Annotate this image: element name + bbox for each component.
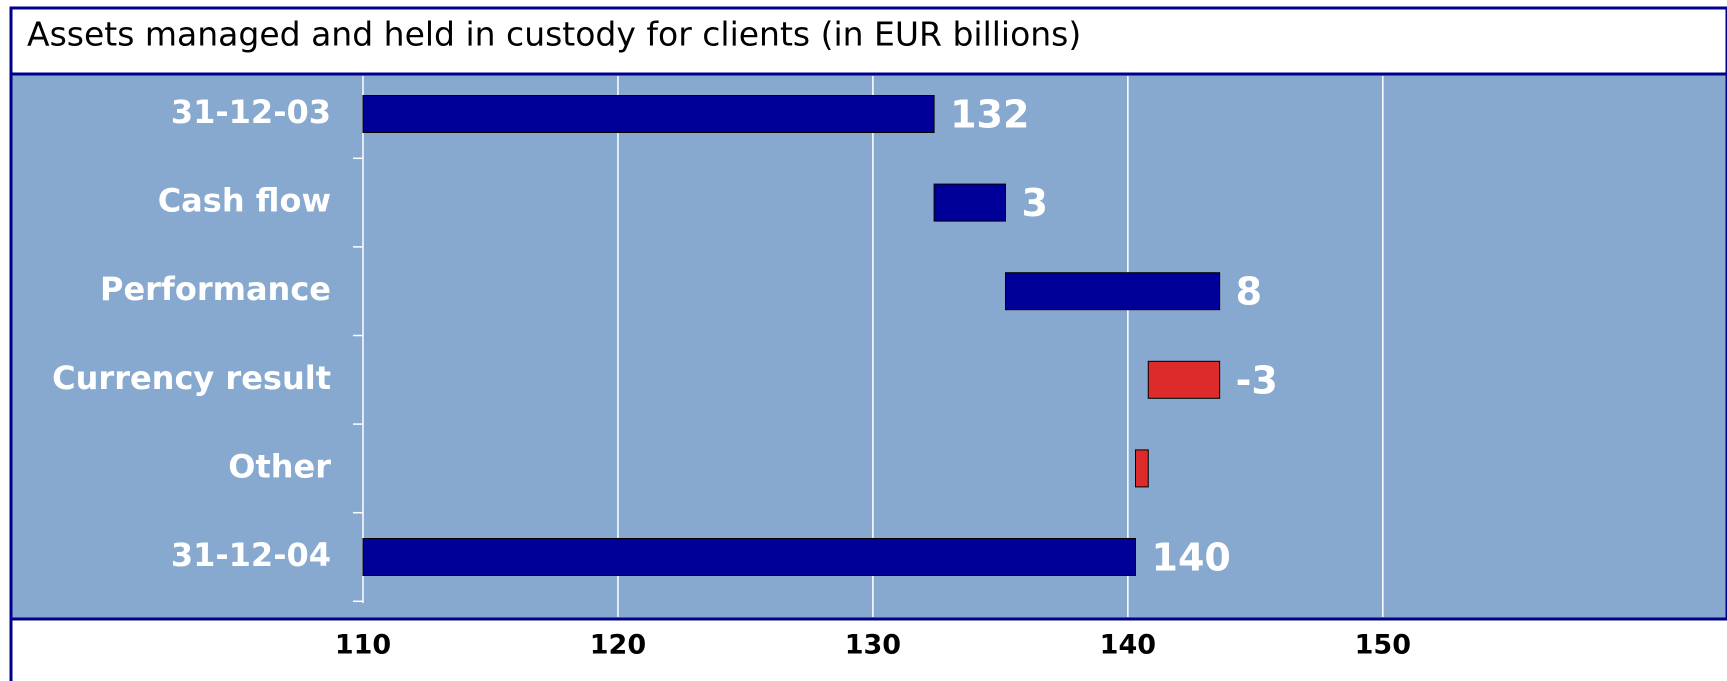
value-label: 140: [1152, 536, 1231, 580]
y-tick-label: Performance: [100, 270, 331, 308]
value-label: -3: [1236, 358, 1278, 402]
value-label: 8: [1236, 270, 1262, 314]
x-tick-label: 140: [1100, 630, 1156, 661]
bar: [362, 95, 935, 133]
plot-area: [9, 72, 1727, 621]
value-label: 132: [950, 93, 1029, 137]
bar: [933, 183, 1006, 222]
y-tick-label: 31-12-03: [171, 93, 331, 131]
y-tick-label: 31-12-04: [171, 536, 331, 574]
value-label: 3: [1021, 181, 1047, 225]
x-tick-label: 110: [335, 630, 391, 661]
y-tick-label: Cash flow: [158, 182, 331, 220]
bar: [362, 538, 1137, 576]
x-tick-label: 120: [590, 630, 646, 661]
y-tick-label: Other: [228, 447, 331, 485]
bar: [1147, 360, 1221, 399]
title-box: [9, 6, 1727, 76]
chart-title: Assets managed and held in custody for c…: [27, 15, 1081, 54]
y-tick-label: Currency result: [52, 359, 331, 397]
x-tick-label: 150: [1355, 630, 1411, 661]
bar: [1004, 272, 1221, 311]
bar: [1135, 449, 1149, 488]
x-tick-label: 130: [845, 630, 901, 661]
